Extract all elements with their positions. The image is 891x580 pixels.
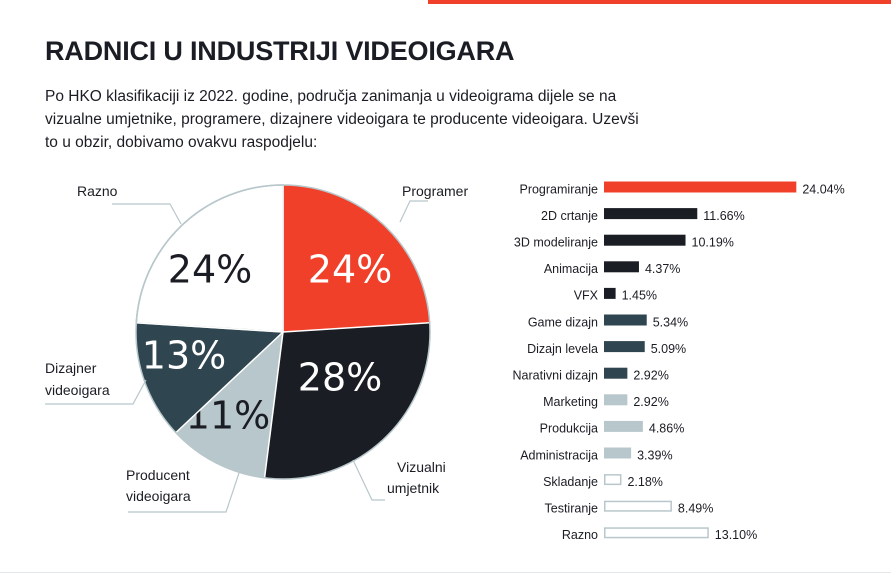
pie-leader-line	[352, 459, 385, 501]
pie-separator	[282, 322, 430, 333]
bar-value-label: 11.66%	[703, 209, 744, 223]
pie-separator	[136, 322, 284, 333]
pie-slice-vizualni-umjetnik	[264, 322, 430, 479]
bar-category-label: Dizajn levela	[527, 342, 598, 356]
intro-paragraph: Po HKO klasifikaciji iz 2022. godine, po…	[45, 88, 639, 151]
pie-percent-label: 24%	[168, 248, 252, 292]
top-accent-bar	[428, 0, 891, 4]
bar-administracija	[604, 447, 632, 459]
pie-leader-line	[128, 469, 241, 513]
bar-value-label: 4.86%	[649, 422, 684, 436]
bar-value-label: 10.19%	[692, 235, 734, 249]
bar-value-label: 3.39%	[637, 448, 672, 462]
bar-category-label: Narativni dizajn	[513, 368, 599, 382]
bar-game-dizajn	[604, 314, 647, 326]
pie-separator	[175, 331, 284, 434]
bar-dizajn-levela	[604, 341, 645, 353]
page-title: RADNICI U INDUSTRIJI VIDEOIGARA	[45, 36, 515, 66]
bar-category-label: 3D modeliranje	[514, 235, 598, 249]
pie-slice-producent-videoigara	[175, 332, 283, 478]
bar-category-label: Animacija	[544, 262, 598, 276]
bar-category-label: Programiranje	[519, 182, 598, 196]
pie-leader-line	[112, 203, 182, 225]
bar-value-label: 5.09%	[651, 342, 686, 356]
bar-category-label: Administracija	[520, 448, 598, 462]
bar-value-label: 24.04%	[802, 182, 844, 196]
bar-skladanje	[604, 474, 622, 486]
pie-name-label: Razno	[77, 183, 118, 199]
pie-percent-label: 24%	[308, 248, 392, 292]
pie-name-label: Dizajner	[45, 360, 97, 376]
bar-value-label: 8.49%	[678, 501, 713, 515]
bar-2d-crtanje	[604, 208, 698, 220]
bar-vfx	[604, 287, 616, 299]
pie-name-label: Producent	[126, 467, 190, 483]
pie-percent-label: 28%	[298, 356, 382, 400]
pie-name-label: videoigara	[126, 488, 191, 504]
bar-category-label: Testiranje	[545, 501, 599, 515]
bar-animacija	[604, 261, 639, 273]
bar-testiranje	[604, 500, 672, 512]
bottom-divider	[0, 572, 891, 573]
bar-category-label: VFX	[574, 289, 599, 303]
pie-name-label: Vizualni	[397, 459, 446, 475]
pie-leader-line	[45, 379, 147, 405]
bar-value-label: 13.10%	[715, 528, 757, 542]
bar-3d-modeliranje	[604, 234, 686, 246]
bar-razno	[604, 527, 709, 539]
pie-name-label: Programer	[402, 183, 468, 199]
pie-percent-label: 13%	[142, 334, 226, 378]
bar-produkcija	[604, 420, 643, 432]
pie-slice-programer	[283, 185, 430, 332]
bar-value-label: 2.92%	[633, 368, 668, 382]
bar-category-label: Game dizajn	[528, 315, 598, 329]
pie-leader-line	[399, 200, 428, 223]
bar-value-label: 2.18%	[627, 475, 662, 489]
bar-category-label: Produkcija	[540, 422, 598, 436]
bar-marketing	[604, 394, 628, 406]
bar-value-label: 4.37%	[645, 262, 680, 276]
pie-separator	[263, 331, 284, 478]
pie-name-label: videoigara	[45, 382, 110, 398]
bar-category-label: 2D crtanje	[541, 209, 598, 223]
bar-value-label: 5.34%	[653, 315, 688, 329]
bar-category-label: Skladanje	[543, 475, 598, 489]
bar-narativni-dizajn	[604, 367, 628, 379]
bar-category-label: Marketing	[543, 395, 598, 409]
bar-value-label: 1.45%	[622, 289, 657, 303]
pie-outline	[135, 184, 431, 480]
bar-programiranje	[604, 181, 797, 193]
pie-name-label: umjetnik	[387, 480, 440, 496]
bar-category-label: Razno	[562, 528, 598, 542]
bar-value-label: 2.92%	[633, 395, 668, 409]
pie-slice-dizajner-videoigara	[136, 322, 283, 433]
